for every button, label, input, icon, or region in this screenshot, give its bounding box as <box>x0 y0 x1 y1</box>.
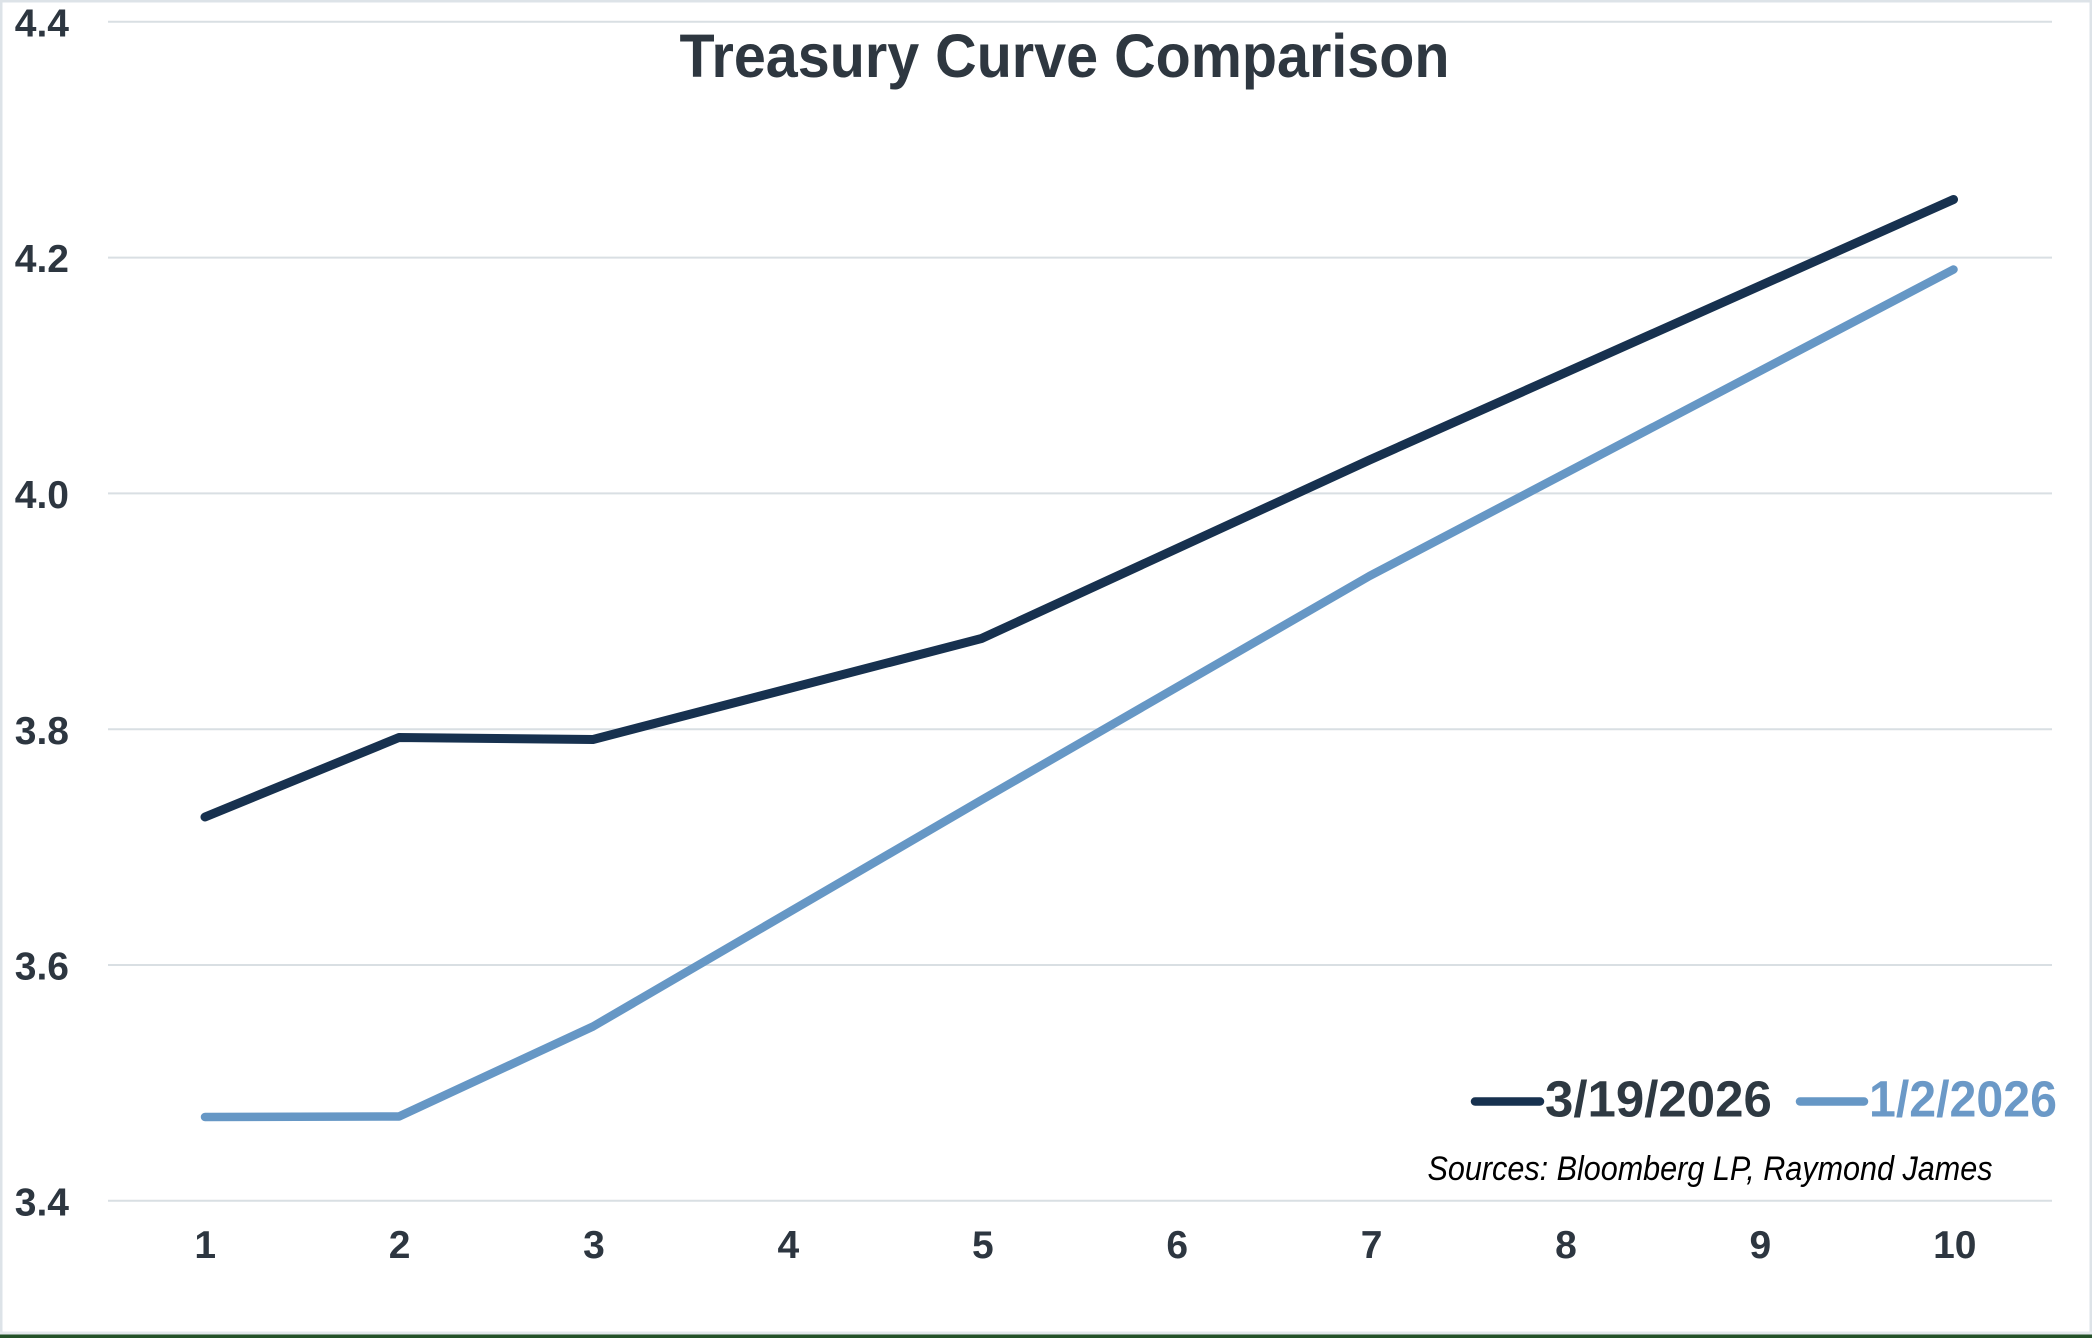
svg-text:1/2/2026: 1/2/2026 <box>1869 1071 2057 1128</box>
svg-text:3.4: 3.4 <box>15 1181 70 1224</box>
svg-text:5: 5 <box>972 1224 994 1267</box>
svg-text:3/19/2026: 3/19/2026 <box>1545 1071 1772 1128</box>
svg-text:2: 2 <box>389 1224 411 1267</box>
svg-text:1: 1 <box>194 1224 216 1267</box>
svg-text:4.0: 4.0 <box>15 474 69 517</box>
svg-text:3.6: 3.6 <box>15 946 69 989</box>
svg-text:10: 10 <box>1933 1224 1976 1267</box>
svg-text:Treasury Curve Comparison: Treasury Curve Comparison <box>680 22 1450 90</box>
svg-text:4.2: 4.2 <box>15 238 69 281</box>
svg-text:8: 8 <box>1555 1224 1577 1267</box>
svg-text:3: 3 <box>583 1224 605 1267</box>
svg-text:3.8: 3.8 <box>15 710 69 753</box>
svg-text:6: 6 <box>1166 1224 1188 1267</box>
svg-text:7: 7 <box>1361 1224 1383 1267</box>
svg-text:9: 9 <box>1750 1224 1772 1267</box>
svg-text:Sources: Bloomberg LP, Raymond: Sources: Bloomberg LP, Raymond James <box>1428 1150 1993 1188</box>
svg-text:4.4: 4.4 <box>15 2 70 45</box>
svg-text:4: 4 <box>778 1224 800 1267</box>
